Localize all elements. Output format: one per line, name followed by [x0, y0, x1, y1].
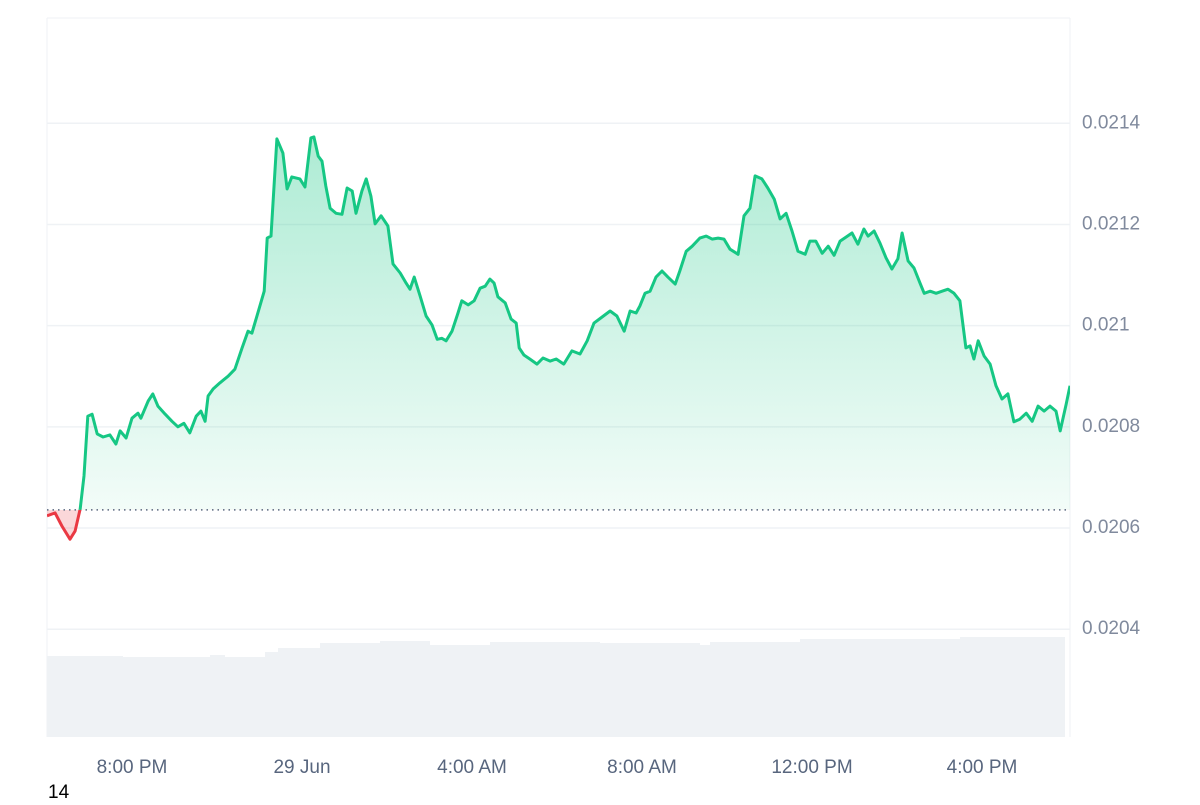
price-line-up — [78, 135, 1070, 510]
x-tick-label: 8:00 AM — [607, 757, 677, 778]
corner-label: 14 — [48, 782, 70, 800]
y-tick-label: 0.0212 — [1082, 213, 1140, 234]
y-tick-label: 0.0208 — [1082, 416, 1140, 437]
x-tick-label: 4:00 AM — [437, 757, 507, 778]
x-tick-label: 29 Jun — [273, 757, 330, 778]
y-tick-label: 0.021 — [1082, 315, 1130, 336]
volume-band — [47, 637, 1065, 737]
x-tick-label: 12:00 PM — [771, 757, 852, 778]
y-tick-label: 0.0204 — [1082, 618, 1141, 639]
y-tick-label: 0.0206 — [1082, 517, 1140, 538]
x-tick-label: 4:00 PM — [947, 757, 1018, 778]
area-fill-down — [47, 509, 80, 540]
y-tick-label: 0.0214 — [1082, 112, 1141, 133]
area-fill-up — [47, 136, 1070, 510]
x-tick-label: 8:00 PM — [97, 757, 168, 778]
